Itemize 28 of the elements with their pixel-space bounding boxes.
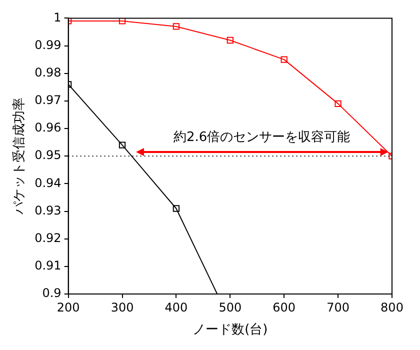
y-tick-label: 0.95 <box>34 148 62 162</box>
y-tick-label: 0.91 <box>34 258 62 273</box>
point <box>172 23 180 30</box>
y-tick-label: 0.92 <box>34 230 62 245</box>
x-tick-label: 700 <box>326 300 350 314</box>
x-tick-label: 600 <box>272 300 296 314</box>
point <box>118 18 126 24</box>
y-tick-label: 0.97 <box>34 93 62 108</box>
point <box>334 100 342 108</box>
y-axis-title: パケット受信成功率 <box>11 98 28 216</box>
x-tick-label: 200 <box>56 300 80 314</box>
x-tick-label: 800 <box>380 300 404 314</box>
y-tick-label: 0.98 <box>34 65 62 80</box>
x-tick-label: 300 <box>110 300 134 314</box>
point <box>280 56 288 63</box>
y-tick-label: 0.9 <box>42 286 62 300</box>
point <box>172 205 180 212</box>
x-tick-label: 500 <box>218 300 242 314</box>
annotation: 約2.6倍のセンサーを収容可能 <box>172 129 352 146</box>
y-tick-label: 0.96 <box>34 120 62 135</box>
y-tick-label: 0.99 <box>34 38 62 52</box>
x-tick-label: 400 <box>164 300 188 314</box>
x-axis-title: ノード数(台) <box>192 322 268 338</box>
y-tick-label: 0.94 <box>34 176 62 190</box>
y-tick-label: 1 <box>54 10 62 24</box>
y-tick-label: 0.93 <box>34 203 62 218</box>
point <box>226 36 234 44</box>
point <box>118 142 126 148</box>
